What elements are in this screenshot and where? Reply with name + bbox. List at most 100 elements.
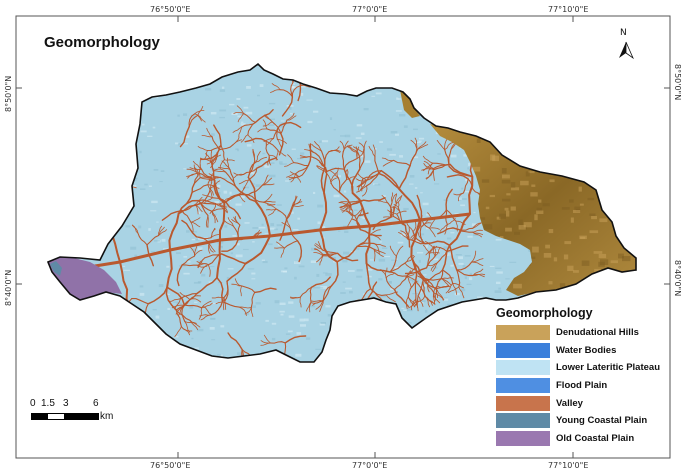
hill-shade-speck <box>618 253 624 259</box>
shade-speck <box>622 67 628 70</box>
valley-channel <box>367 311 379 325</box>
valley-channel <box>242 167 258 176</box>
shade-speck <box>498 287 501 290</box>
valley-channel <box>252 231 262 238</box>
valley-channel <box>429 113 445 119</box>
shade-speck <box>114 189 117 191</box>
shade-speck <box>152 126 156 129</box>
valley-channel <box>176 264 183 287</box>
valley-channel <box>404 270 411 280</box>
valley-channel <box>472 273 485 278</box>
shade-speck <box>590 89 594 93</box>
shade-speck <box>280 120 285 122</box>
valley-channel <box>207 253 223 266</box>
shade-speck <box>562 115 568 118</box>
shade-speck <box>155 92 162 95</box>
shade-speck <box>106 219 112 222</box>
hill-shade-speck <box>567 288 575 291</box>
valley-channel <box>122 312 135 315</box>
hill-shade-speck <box>614 148 621 152</box>
shade-speck <box>594 73 599 76</box>
shade-speck <box>53 304 60 307</box>
shade-speck <box>67 101 70 103</box>
valley-channel <box>359 152 365 170</box>
valley-channel <box>364 300 367 317</box>
valley-channel <box>174 298 181 310</box>
shade-speck <box>102 126 110 129</box>
shade-speck <box>506 82 512 85</box>
valley-channel <box>87 300 105 311</box>
valley-channel <box>330 261 339 287</box>
shade-speck <box>111 222 116 224</box>
shade-speck <box>549 86 553 89</box>
valley-channel <box>247 134 255 143</box>
shade-speck <box>295 353 302 357</box>
hill-shade-speck <box>538 199 542 203</box>
shade-speck <box>176 302 182 305</box>
valley-channel <box>262 121 273 127</box>
hill-shade-speck <box>558 145 566 150</box>
valley-channel <box>32 230 37 241</box>
shade-speck <box>317 221 321 225</box>
hill-shade-speck <box>564 241 572 245</box>
shade-speck <box>113 130 118 132</box>
valley-channel <box>445 209 448 226</box>
valley-channel <box>220 253 247 265</box>
valley-channel <box>383 216 394 218</box>
shade-speck <box>541 65 549 68</box>
shade-speck <box>298 65 303 67</box>
hill-shade-speck <box>626 216 632 222</box>
shade-speck <box>549 143 553 145</box>
shade-speck <box>130 246 137 250</box>
shade-speck <box>133 177 138 180</box>
shade-speck <box>389 153 396 156</box>
hill-shade-speck <box>509 140 519 146</box>
valley-channel <box>453 192 464 196</box>
shade-speck <box>460 122 467 125</box>
shade-speck <box>458 197 462 200</box>
shade-speck <box>183 168 187 170</box>
valley-channel <box>194 113 202 122</box>
valley-channel <box>472 231 482 238</box>
shade-speck <box>142 317 149 321</box>
shade-speck <box>558 106 566 109</box>
shade-speck <box>257 94 260 97</box>
valley-channel <box>289 171 300 178</box>
shade-speck <box>191 248 196 251</box>
shade-speck <box>443 246 450 249</box>
valley-channel <box>356 234 371 247</box>
shade-speck <box>252 241 255 243</box>
shade-speck <box>524 91 531 95</box>
valley-channel <box>263 138 274 142</box>
shade-speck <box>62 85 66 87</box>
hill-shade-speck <box>613 175 623 178</box>
valley-channel <box>119 322 135 335</box>
shade-speck <box>177 143 181 146</box>
valley-channel <box>427 262 438 267</box>
valley-channel <box>181 264 198 267</box>
valley-channel <box>202 305 212 316</box>
hill-shade-speck <box>622 131 627 136</box>
shade-speck <box>643 269 647 272</box>
shade-speck <box>121 83 129 87</box>
valley-channel <box>200 149 220 161</box>
shade-speck <box>570 298 577 301</box>
valley-channel <box>445 92 448 104</box>
north-label: N <box>620 28 627 38</box>
valley-channel <box>252 148 256 162</box>
shade-speck <box>237 148 240 152</box>
valley-channel <box>322 252 339 256</box>
shade-speck <box>554 121 561 124</box>
valley-channel <box>472 222 482 229</box>
coord-left-1: 8°50'0"N <box>4 75 13 112</box>
shade-speck <box>504 149 510 153</box>
valley-channel <box>196 263 208 266</box>
hill-shade-speck <box>489 194 495 198</box>
shade-speck <box>138 225 142 229</box>
shade-speck <box>569 159 575 163</box>
hill-shade-speck <box>504 207 509 211</box>
shade-speck <box>193 281 201 284</box>
valley-channel <box>118 298 128 325</box>
shade-speck <box>464 255 471 257</box>
valley-channel <box>168 298 181 302</box>
